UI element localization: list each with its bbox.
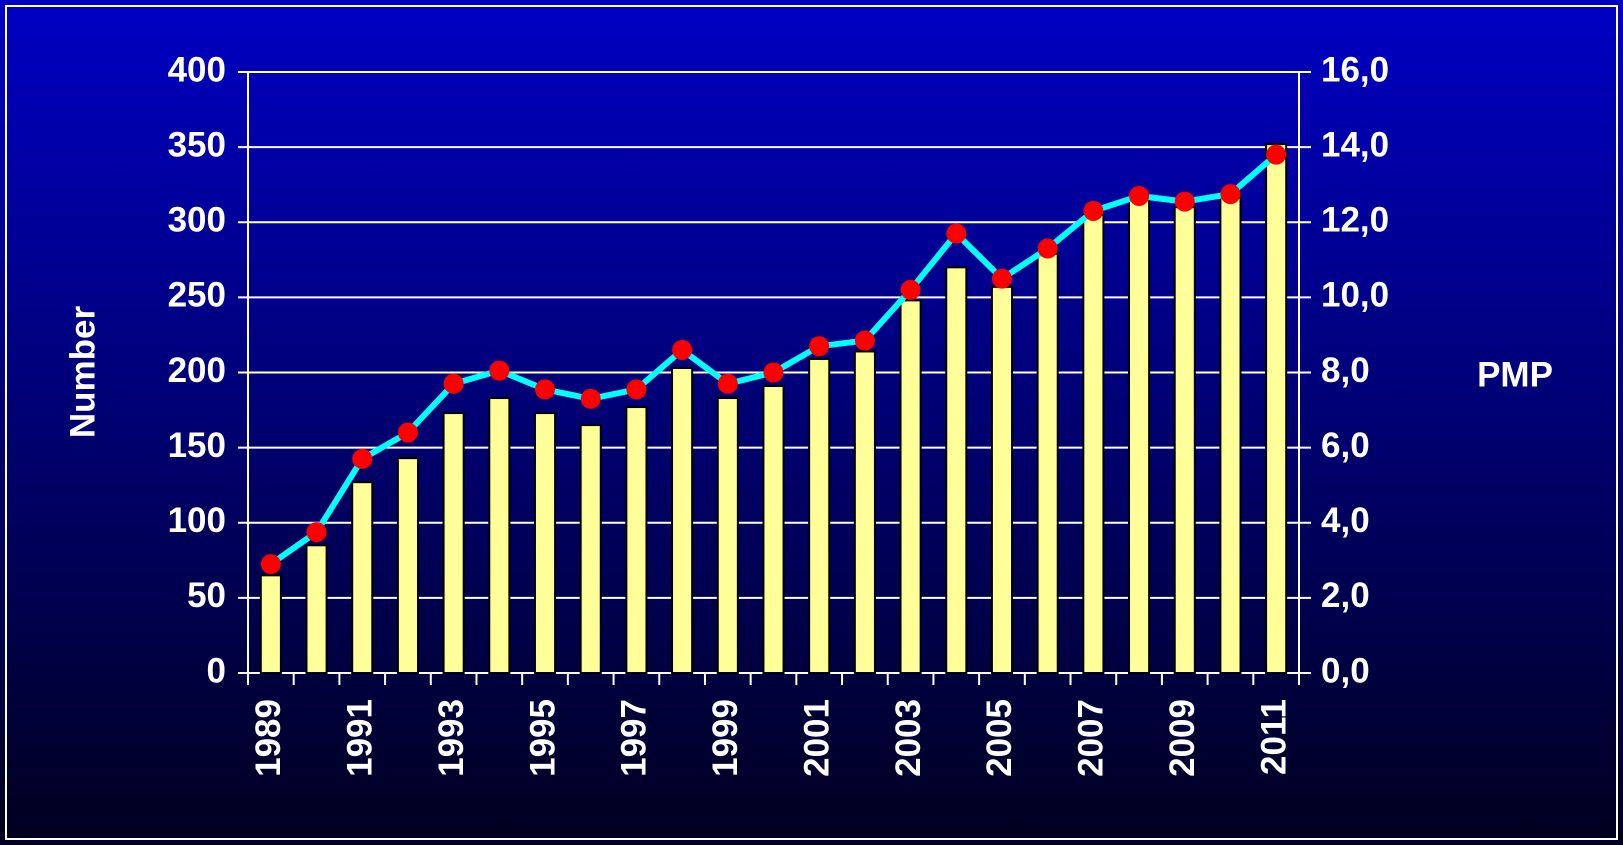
marker <box>854 330 875 351</box>
bar <box>1219 194 1242 675</box>
marker <box>580 388 601 409</box>
y2-tick-label: 2,0 <box>1321 576 1370 615</box>
marker <box>1266 144 1287 165</box>
y-tick-label: 200 <box>168 351 226 390</box>
y-tick-label: 350 <box>168 125 226 164</box>
marker <box>489 360 510 381</box>
x-tick-label: 2005 <box>980 699 1019 777</box>
marker <box>397 422 418 443</box>
bar <box>305 544 328 674</box>
bar <box>351 481 374 674</box>
x-tick-label: 1997 <box>615 699 654 777</box>
y-tick-label: 400 <box>168 50 226 89</box>
marker <box>1129 185 1150 206</box>
bar <box>488 397 511 674</box>
bar <box>1265 143 1288 674</box>
bar <box>716 397 739 674</box>
y-tick-label: 100 <box>168 501 226 540</box>
bar <box>808 357 831 674</box>
bar <box>625 406 648 674</box>
marker <box>1083 200 1104 221</box>
x-tick-label: 1993 <box>432 699 471 777</box>
marker <box>1174 191 1195 212</box>
x-tick-label: 1991 <box>340 699 379 777</box>
x-tick-label: 1999 <box>706 699 745 777</box>
y2-tick-label: 6,0 <box>1321 426 1370 465</box>
bar <box>762 385 785 674</box>
y-tick-label: 50 <box>187 576 226 615</box>
marker <box>809 336 830 357</box>
bar <box>259 574 282 675</box>
bar <box>533 412 557 674</box>
y-tick-label: 300 <box>168 201 226 240</box>
y2-tick-label: 12,0 <box>1321 201 1389 240</box>
bar <box>396 457 419 674</box>
marker <box>1220 184 1241 205</box>
marker <box>900 279 921 300</box>
bar <box>1173 206 1196 674</box>
marker <box>946 223 967 244</box>
y2-tick-label: 10,0 <box>1321 276 1389 315</box>
y2-tick-label: 16,0 <box>1321 50 1389 89</box>
y2-tick-label: 14,0 <box>1321 125 1389 164</box>
marker <box>672 339 693 360</box>
y2-tick-label: 0,0 <box>1321 651 1370 690</box>
bar <box>442 412 465 674</box>
x-tick-label: 2007 <box>1072 699 1111 777</box>
marker <box>991 268 1012 289</box>
y-tick-label: 250 <box>168 276 226 315</box>
marker <box>260 554 281 575</box>
marker <box>306 522 327 543</box>
x-tick-label: 2003 <box>889 699 928 777</box>
marker <box>443 373 464 394</box>
bar <box>1128 198 1151 674</box>
y-tick-label: 150 <box>168 426 226 465</box>
frame <box>5 5 1618 840</box>
bar <box>853 350 876 674</box>
x-tick-label: 1995 <box>523 699 562 777</box>
x-tick-label: 2011 <box>1254 699 1293 775</box>
y2-axis-title: PMP <box>1477 355 1553 394</box>
bar <box>945 266 968 674</box>
x-tick-label: 2001 <box>797 699 836 777</box>
bar <box>579 424 602 674</box>
bar <box>1036 252 1059 675</box>
marker <box>626 379 647 400</box>
marker <box>352 448 373 469</box>
marker <box>763 362 784 383</box>
y2-tick-label: 4,0 <box>1321 501 1370 540</box>
bar <box>671 366 694 674</box>
y-tick-label: 0 <box>207 651 226 690</box>
bar <box>1082 213 1105 675</box>
marker <box>535 379 556 400</box>
marker <box>717 373 738 394</box>
x-tick-label: 1989 <box>249 699 288 777</box>
x-tick-label: 2009 <box>1163 699 1202 777</box>
marker <box>1037 238 1058 259</box>
bar <box>990 285 1014 674</box>
y-axis-title: Number <box>63 306 102 439</box>
y2-tick-label: 8,0 <box>1321 351 1370 390</box>
bar <box>899 299 922 674</box>
